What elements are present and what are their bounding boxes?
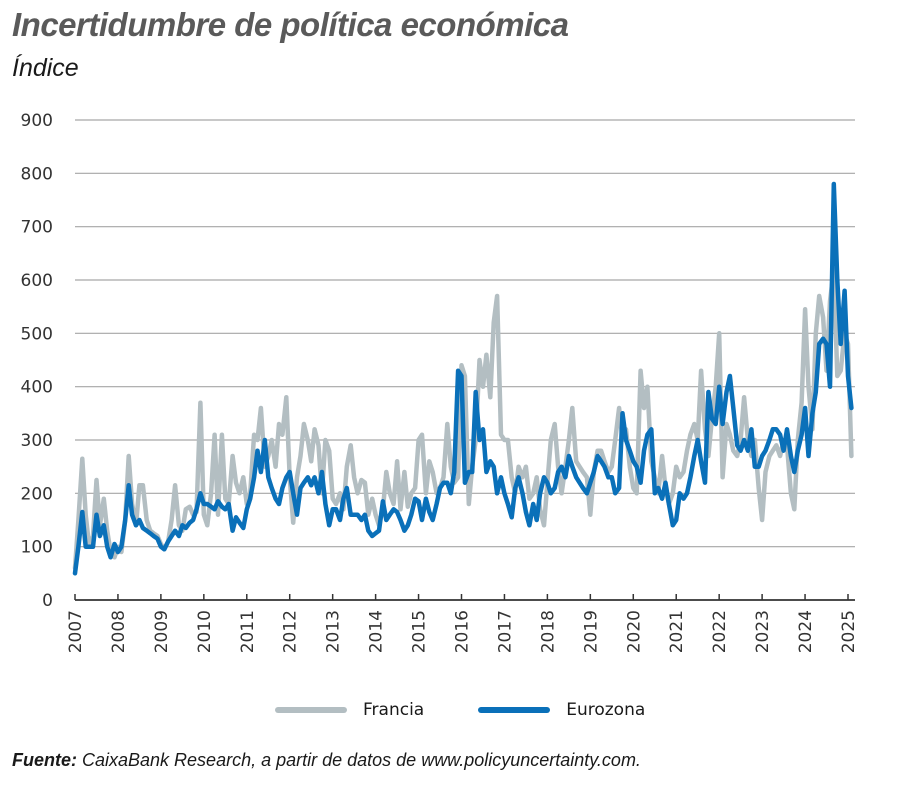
y-tick-label: 300 xyxy=(21,431,53,451)
x-tick-label: 2020 xyxy=(624,610,644,653)
chart-subtitle: Índice xyxy=(12,54,79,82)
series-line-eurozona xyxy=(72,181,854,576)
x-tick-label: 2008 xyxy=(109,610,129,653)
x-tick-label: 2007 xyxy=(66,610,86,653)
x-axis: 2007 2008 2009 2010 2011 2012 2013 2014 2015 2016… xyxy=(66,594,859,653)
x-tick-label: 2012 xyxy=(281,610,301,653)
x-tick-label: 2014 xyxy=(367,610,387,653)
x-tick-label: 2013 xyxy=(324,610,344,653)
x-tick-label: 2017 xyxy=(495,610,515,653)
y-axis-ticks: 0 100 200 300 400 500 600 700 800 900 xyxy=(21,111,53,611)
x-tick-label: 2021 xyxy=(667,610,687,653)
y-tick-label: 700 xyxy=(21,218,53,238)
x-tick-label: 2022 xyxy=(710,610,730,653)
legend: Francia Eurozona xyxy=(275,700,699,720)
x-tick-label: 2023 xyxy=(753,610,773,653)
source-label: Fuente: xyxy=(12,750,77,770)
legend-label-francia: Francia xyxy=(363,700,425,720)
legend-label-eurozona: Eurozona xyxy=(566,700,646,720)
source-note: Fuente: CaixaBank Research, a partir de … xyxy=(12,750,641,771)
source-text: CaixaBank Research, a partir de datos de… xyxy=(77,750,641,770)
legend-item-francia: Francia xyxy=(275,700,424,720)
x-tick-label: 2009 xyxy=(152,610,172,653)
x-tick-label: 2025 xyxy=(839,610,859,653)
x-tick-label: 2010 xyxy=(195,610,215,653)
x-tick-label: 2011 xyxy=(238,610,258,653)
x-tick-label: 2024 xyxy=(796,610,816,653)
legend-item-eurozona: Eurozona xyxy=(478,700,645,720)
y-tick-label: 800 xyxy=(21,164,53,184)
y-tick-label: 400 xyxy=(21,378,53,398)
data-series xyxy=(72,181,854,576)
y-tick-label: 500 xyxy=(21,324,53,344)
y-tick-label: 0 xyxy=(42,591,53,611)
chart-title: Incertidumbre de política económica xyxy=(12,6,569,43)
y-tick-label: 200 xyxy=(21,484,53,504)
x-tick-label: 2015 xyxy=(410,610,430,653)
y-tick-label: 900 xyxy=(21,111,53,131)
x-tick-label: 2016 xyxy=(453,610,473,653)
x-tick-label: 2019 xyxy=(581,610,601,653)
legend-swatch-eurozona xyxy=(478,707,551,713)
y-tick-label: 100 xyxy=(21,538,53,558)
y-tick-label: 600 xyxy=(21,271,53,291)
x-tick-label: 2018 xyxy=(538,610,558,653)
legend-swatch-francia xyxy=(275,707,347,713)
series-line-francia xyxy=(72,267,854,571)
